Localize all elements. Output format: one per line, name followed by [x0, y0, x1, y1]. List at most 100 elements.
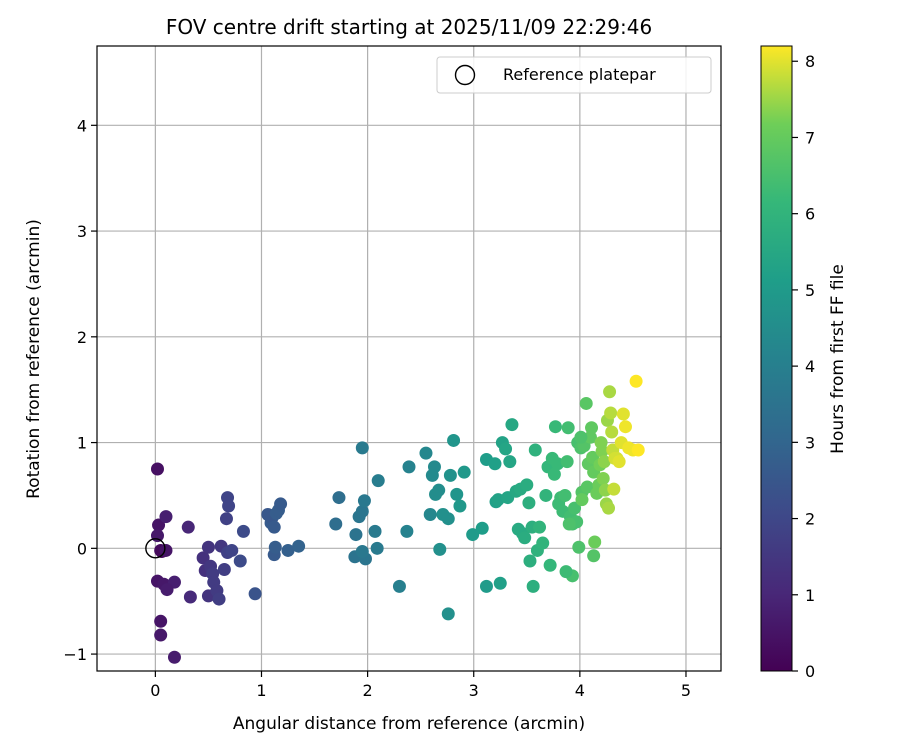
data-point — [595, 444, 609, 458]
colorbar-tick-label: 8 — [805, 52, 815, 71]
data-point — [217, 562, 231, 576]
data-point — [268, 540, 282, 554]
data-point — [160, 583, 174, 597]
data-point — [580, 480, 594, 494]
data-point — [547, 467, 561, 481]
data-point — [522, 496, 536, 510]
colorbar-tick-label: 1 — [805, 586, 815, 605]
data-point — [357, 494, 371, 508]
data-point — [370, 541, 384, 555]
data-point — [607, 482, 621, 496]
data-point — [558, 488, 572, 502]
data-points — [145, 374, 645, 664]
data-point — [618, 420, 632, 434]
data-point — [225, 543, 239, 557]
data-point — [222, 499, 236, 513]
data-point — [371, 474, 385, 488]
data-point — [329, 517, 343, 531]
colorbar-tick-label: 4 — [805, 357, 815, 376]
data-point — [503, 455, 517, 469]
data-point — [453, 499, 467, 513]
legend-label-reference: Reference platepar — [503, 65, 656, 84]
data-point — [427, 460, 441, 474]
data-point — [562, 517, 576, 531]
data-point — [533, 520, 547, 534]
data-point — [292, 539, 306, 553]
data-point — [493, 576, 507, 590]
legend-marker-reference — [454, 64, 476, 86]
data-point — [183, 590, 197, 604]
data-point — [523, 554, 537, 568]
data-point — [575, 493, 589, 507]
data-point — [520, 478, 534, 492]
data-point — [400, 524, 414, 538]
data-point — [349, 528, 363, 542]
data-point — [355, 441, 369, 455]
data-point — [419, 446, 433, 460]
data-point — [368, 524, 382, 538]
chart-title: FOV centre drift starting at 2025/11/09 … — [166, 15, 652, 39]
colorbar-label: Hours from first FF file — [828, 264, 848, 454]
data-point — [181, 520, 195, 534]
plot-frame — [96, 45, 722, 672]
data-point — [536, 536, 550, 550]
data-point — [579, 396, 593, 410]
data-point — [432, 483, 446, 497]
data-point — [585, 421, 599, 435]
data-point — [274, 497, 288, 511]
data-point — [518, 531, 532, 545]
data-point — [219, 512, 233, 526]
data-point — [392, 579, 406, 593]
data-point — [152, 518, 166, 532]
x-tick-label: 4 — [575, 681, 585, 700]
y-tick-label: 4 — [77, 116, 87, 135]
data-point — [629, 374, 643, 388]
data-point — [443, 468, 457, 482]
x-tick-label: 1 — [256, 681, 266, 700]
y-tick-label: 1 — [77, 434, 87, 453]
data-point — [441, 512, 455, 526]
reference-platepar-marker — [145, 538, 166, 559]
data-point — [528, 443, 542, 457]
data-point — [574, 430, 588, 444]
data-point — [505, 418, 519, 432]
x-axis-ticks: 0 1 2 3 4 5 — [150, 671, 691, 700]
data-point — [332, 491, 346, 505]
data-point — [587, 549, 601, 563]
data-point — [233, 554, 247, 568]
data-point — [588, 535, 602, 549]
data-point — [447, 433, 461, 447]
x-tick-label: 3 — [469, 681, 479, 700]
data-point — [604, 406, 618, 420]
data-point — [441, 607, 455, 621]
colorbar-gradient — [761, 46, 792, 671]
data-point — [539, 488, 553, 502]
data-point — [479, 579, 493, 593]
colorbar-tick-label: 7 — [805, 128, 815, 147]
data-point — [355, 504, 369, 518]
data-point — [596, 472, 610, 486]
legend-box — [436, 56, 712, 94]
y-tick-label: 0 — [77, 539, 87, 558]
data-point — [526, 579, 540, 593]
data-point — [402, 460, 416, 474]
data-point — [475, 521, 489, 535]
data-point — [154, 628, 168, 642]
data-point — [560, 455, 574, 469]
y-axis-label: Rotation from reference (arcmin) — [24, 219, 44, 499]
data-point — [583, 430, 597, 444]
data-point — [281, 543, 295, 557]
data-point — [543, 558, 557, 572]
data-point — [423, 507, 437, 521]
data-point — [450, 487, 464, 501]
data-point — [616, 407, 630, 421]
legend: Reference platepar — [436, 56, 712, 94]
data-point — [267, 520, 281, 534]
data-point — [150, 462, 164, 476]
data-point — [561, 421, 575, 435]
data-point — [572, 540, 586, 554]
data-point — [167, 650, 181, 664]
colorbar-frame — [760, 45, 793, 672]
y-tick-label: 2 — [77, 328, 87, 347]
